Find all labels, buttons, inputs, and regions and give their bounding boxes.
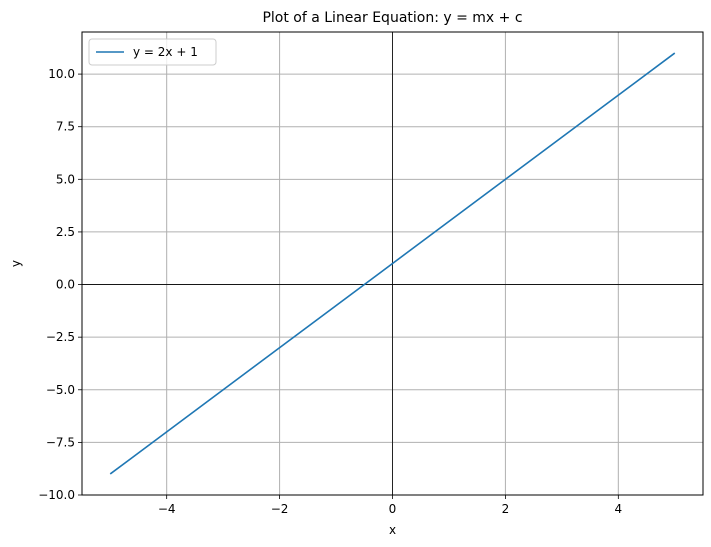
x-tick-label: 4 <box>614 502 622 516</box>
y-tick-label: −5.0 <box>46 383 75 397</box>
y-tick-label: −2.5 <box>46 330 75 344</box>
y-tick-label: 5.0 <box>56 172 75 186</box>
y-tick-label: 0.0 <box>56 278 75 292</box>
x-axis-label: x <box>389 523 396 537</box>
x-tick-label: −4 <box>158 502 176 516</box>
y-axis-ticks: −10.0 −7.5 −5.0 −2.5 0.0 2.5 5.0 7.5 10.0 <box>38 67 82 502</box>
x-tick-label: 2 <box>502 502 510 516</box>
y-tick-label: −10.0 <box>38 488 75 502</box>
legend-box <box>88 38 217 66</box>
y-axis-label: y <box>9 260 23 267</box>
series-line <box>109 52 676 475</box>
y-tick-label: −7.5 <box>46 435 75 449</box>
y-tick-label: 10.0 <box>48 67 75 81</box>
y-tick-label: 7.5 <box>56 120 75 134</box>
legend: y = 2x + 1 <box>88 38 217 66</box>
x-tick-label: −2 <box>271 502 289 516</box>
x-axis-ticks: −4 −2 0 2 4 <box>158 495 622 516</box>
series-layer <box>109 52 676 475</box>
x-tick-label: 0 <box>389 502 397 516</box>
chart-title: Plot of a Linear Equation: y = mx + c <box>262 10 522 26</box>
y-tick-label: 2.5 <box>56 225 75 239</box>
legend-entry: y = 2x + 1 <box>133 45 198 59</box>
